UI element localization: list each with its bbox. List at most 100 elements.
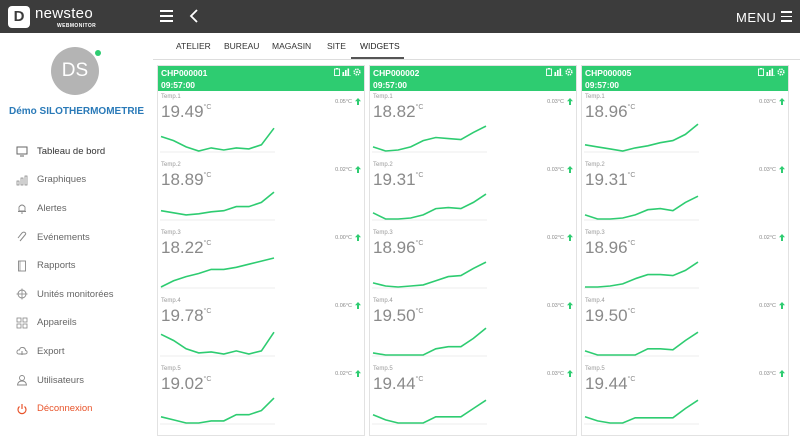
avatar[interactable]: DS [51,47,99,95]
sparkline-series [585,261,699,288]
site-name[interactable]: Démo SILOTHERMOMETRIE [8,106,144,117]
sensor-label: Temp.2 [585,162,605,168]
widget-header: CHP000001 09:57:00 [158,66,364,91]
sidebar-item-label: Utilisateurs [37,374,84,386]
sensor-panel[interactable]: Temp.1 19.49°C 0.05°C [158,91,364,159]
sensor-delta: 0.00°C [335,235,352,241]
sidebar-item-4[interactable]: Evénements [0,223,153,252]
sparkline-series [372,261,487,288]
chart-icon[interactable] [342,68,351,76]
sidebar-item-3[interactable]: Alertes [0,194,153,223]
sensor-unit: °C [627,308,636,315]
chart-icon[interactable] [554,68,563,76]
sensor-value: 19.02°C [161,374,212,393]
sparkline-chart [584,399,699,425]
sidebar-item-label: Tableau de bord [37,145,106,157]
sidebar-item-7[interactable]: Appareils [0,309,153,338]
battery-icon [758,68,764,76]
sensor-delta: 0.03°C [759,99,776,105]
sensor-delta: 0.06°C [335,303,352,309]
device-widget: CHP000001 09:57:00 Temp.1 19.49°C 0.05°C Temp… [157,65,365,436]
sensor-panel[interactable]: Temp.4 19.78°C 0.06°C [158,295,364,363]
tab-site[interactable]: SITE [327,41,346,51]
brand-logo[interactable]: D newsteo WEBMONITOR [0,0,153,33]
tab-magasin[interactable]: MAGASIN [272,41,312,51]
sensor-panel[interactable]: Temp.1 18.96°C 0.03°C [582,91,788,159]
sensor-value: 19.31°C [373,170,424,189]
settings-gear-icon[interactable] [353,68,361,76]
active-tab-indicator [351,57,404,59]
tab-atelier[interactable]: ATELIER [176,41,211,51]
back-chevron-icon[interactable] [189,9,199,23]
sensor-panel[interactable]: Temp.2 19.31°C 0.03°C [582,159,788,227]
device-id[interactable]: CHP000002 [373,68,420,78]
tab-widgets[interactable]: WIDGETS [360,41,400,51]
sidebar-item-1[interactable]: Tableau de bord [0,137,153,166]
sidebar-item-2[interactable]: Graphiques [0,166,153,195]
battery-icon [546,68,552,76]
sidebar-item-label: Graphiques [37,174,87,186]
sensor-unit: °C [203,308,212,315]
trend-up-arrow-icon [567,302,573,309]
sensor-panel[interactable]: Temp.5 19.44°C 0.03°C [582,363,788,431]
sensor-panel[interactable]: Temp.3 18.96°C 0.02°C [370,227,576,295]
sidebar-item-8[interactable]: Export [0,337,153,366]
sidebar-item-5[interactable]: Rapports [0,251,153,280]
sensor-value: 18.22°C [161,238,212,257]
device-id[interactable]: CHP000005 [585,68,632,78]
sparkline-series [372,125,487,152]
sparkline-chart [372,399,487,425]
last-update-time: 09:57:00 [161,80,196,90]
sensor-unit: °C [415,376,424,383]
sidebar-item-label: Export [37,345,65,357]
sensor-panel[interactable]: Temp.1 18.82°C 0.03°C [370,91,576,159]
settings-gear-icon[interactable] [777,68,785,76]
sensor-panel[interactable]: Temp.4 19.50°C 0.03°C [582,295,788,363]
grid-icon [16,317,28,329]
trend-up-arrow-icon [355,370,361,377]
trend-up-arrow-icon [779,166,785,173]
sensor-panel[interactable]: Temp.5 19.44°C 0.03°C [370,363,576,431]
sparkline-series [160,191,275,216]
menu-button[interactable]: MENU [736,10,777,25]
top-bar: D newsteo WEBMONITOR MENU [0,0,800,33]
logo-badge-icon: D [8,5,30,28]
sensor-unit: °C [415,308,424,315]
power-icon [17,403,27,414]
sparkline-chart [160,397,275,425]
sensor-label: Temp.4 [373,298,393,304]
sensor-panel[interactable]: Temp.4 19.50°C 0.03°C [370,295,576,363]
sensor-panel[interactable]: Temp.5 19.02°C 0.02°C [158,363,364,431]
last-update-time: 09:57:00 [585,80,620,90]
sparkline-chart [160,257,275,289]
sensor-label: Temp.1 [585,94,605,100]
bell-icon [18,205,26,215]
sparkline-series [160,257,275,288]
trend-up-arrow-icon [567,98,573,105]
settings-gear-icon[interactable] [565,68,573,76]
sensor-panel[interactable]: Temp.2 18.89°C 0.02°C [158,159,364,227]
logo-text: newsteo WEBMONITOR [35,5,96,29]
sidebar-nav: Tableau de bord Graphiques Alertes Evénemen… [0,137,153,423]
sensor-panel[interactable]: Temp.2 19.31°C 0.03°C [370,159,576,227]
sensor-label: Temp.2 [373,162,393,168]
tab-bureau[interactable]: BUREAU [224,41,260,51]
sensor-panel[interactable]: Temp.3 18.22°C 0.00°C [158,227,364,295]
trend-up-arrow-icon [567,234,573,241]
crosshair-icon [16,288,28,300]
device-id[interactable]: CHP000001 [161,68,208,78]
sensor-panel[interactable]: Temp.3 18.96°C 0.02°C [582,227,788,295]
sensor-value: 19.44°C [585,374,636,393]
sidebar-item-6[interactable]: Unités monitorées [0,280,153,309]
trend-up-arrow-icon [567,370,573,377]
sensor-unit: °C [627,240,636,247]
sidebar-toggle-icon[interactable] [160,10,173,22]
sidebar-item-9[interactable]: Utilisateurs [0,366,153,395]
sensor-label: Temp.1 [161,94,181,100]
sparkline-chart [584,261,699,289]
chart-icon[interactable] [766,68,775,76]
sidebar-item-10[interactable]: Déconnexion [0,394,153,423]
menu-icon[interactable] [781,11,792,22]
bar-chart-icon [16,175,28,186]
sensor-delta: 0.02°C [547,235,564,241]
